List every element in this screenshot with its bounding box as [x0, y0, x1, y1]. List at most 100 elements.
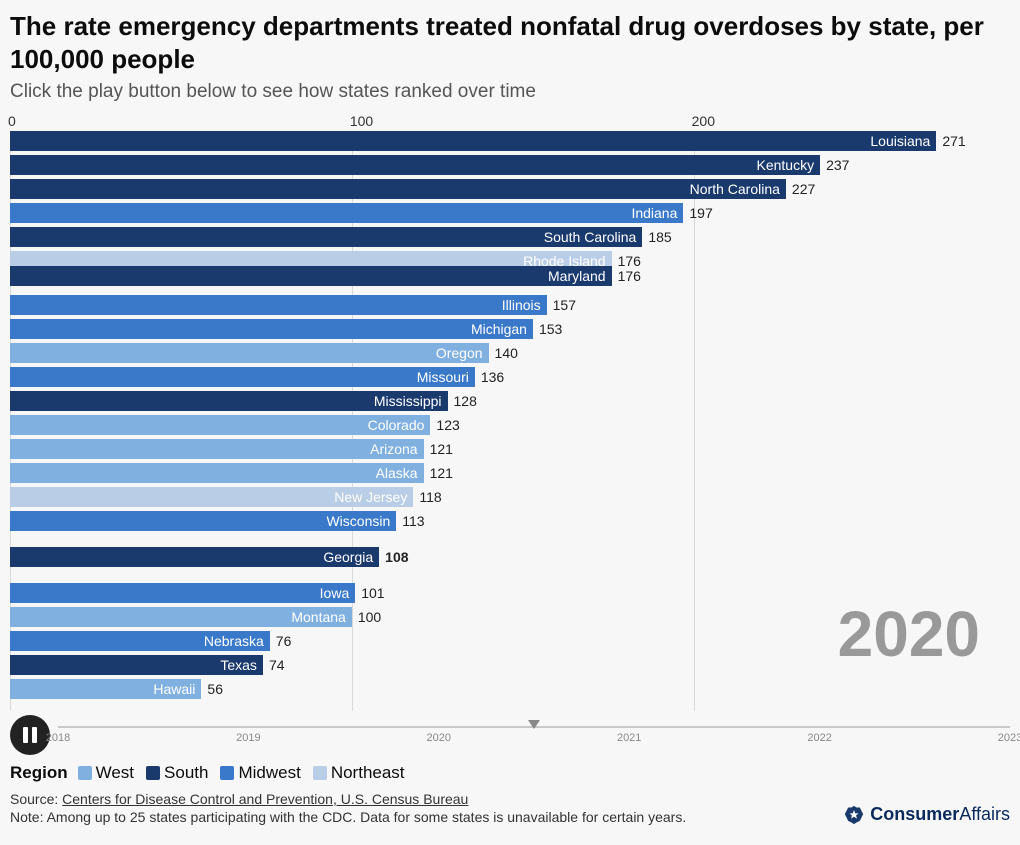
bar-row: Georgia 108 [10, 547, 409, 567]
bar-value-label: 101 [361, 585, 384, 601]
legend-swatch-icon [220, 766, 234, 780]
bar-value-label: 100 [358, 609, 381, 625]
legend-label: Midwest [238, 763, 300, 783]
bar[interactable]: Maryland [10, 266, 612, 286]
bar-row: Oregon 140 [10, 343, 518, 363]
bar-value-label: 157 [553, 297, 576, 313]
bar-row: Maryland 176 [10, 266, 641, 286]
bar-value-label: 56 [207, 681, 223, 697]
timeline-year-label: 2019 [236, 732, 260, 744]
bar[interactable]: Indiana [10, 203, 683, 223]
legend-item[interactable]: South [146, 763, 208, 783]
chart-plot-area: 2020 Louisiana 271 Kentucky 237 North Caroli… [10, 131, 1010, 711]
bar[interactable]: North Carolina [10, 179, 786, 199]
axis-tick: 100 [350, 113, 373, 129]
bar-row: Indiana 197 [10, 203, 713, 223]
legend-swatch-icon [146, 766, 160, 780]
timeline-year-label: 2023 [998, 732, 1020, 744]
bar-row: South Carolina 185 [10, 227, 672, 247]
bar[interactable]: Hawaii [10, 679, 201, 699]
timeline-year-label: 2020 [427, 732, 451, 744]
legend-label: South [164, 763, 208, 783]
bar[interactable]: Wisconsin [10, 511, 396, 531]
pause-icon [23, 727, 37, 743]
chart-title: The rate emergency departments treated n… [10, 10, 1010, 75]
timeline-slider[interactable]: 201820192020202120222023 [58, 720, 1010, 750]
brand-logo: ConsumerAffairs [844, 804, 1010, 825]
bar[interactable]: Iowa [10, 583, 355, 603]
year-watermark: 2020 [838, 597, 980, 671]
bar-row: Colorado 123 [10, 415, 460, 435]
timeline-year-label: 2018 [46, 732, 70, 744]
bar-value-label: 121 [430, 465, 453, 481]
bar-value-label: 140 [495, 345, 518, 361]
bar[interactable]: Kentucky [10, 155, 820, 175]
bar[interactable]: Mississippi [10, 391, 448, 411]
bar[interactable]: Arizona [10, 439, 424, 459]
legend-item[interactable]: Northeast [313, 763, 405, 783]
brand-badge-icon [844, 805, 864, 825]
bar[interactable]: Texas [10, 655, 263, 675]
bar-row: Missouri 136 [10, 367, 504, 387]
chart-subtitle: Click the play button below to see how s… [10, 81, 1010, 103]
timeline-year-label: 2021 [617, 732, 641, 744]
bar[interactable]: Nebraska [10, 631, 270, 651]
timeline-marker-icon[interactable] [528, 720, 540, 729]
bar[interactable]: Montana [10, 607, 352, 627]
bar-value-label: 176 [618, 268, 641, 284]
bar-row: Nebraska 76 [10, 631, 291, 651]
axis-tick: 200 [692, 113, 715, 129]
bar-value-label: 74 [269, 657, 285, 673]
bar[interactable]: Michigan [10, 319, 533, 339]
legend-item[interactable]: Midwest [220, 763, 300, 783]
bar-row: Arizona 121 [10, 439, 453, 459]
bar[interactable]: Louisiana [10, 131, 936, 151]
bar-value-label: 121 [430, 441, 453, 457]
bar-row: New Jersey 118 [10, 487, 442, 507]
bar-row: Kentucky 237 [10, 155, 849, 175]
legend-label: Northeast [331, 763, 405, 783]
bar-value-label: 271 [942, 133, 965, 149]
bar[interactable]: Oregon [10, 343, 489, 363]
bar-value-label: 237 [826, 157, 849, 173]
bar-value-label: 128 [454, 393, 477, 409]
bar-row: Texas 74 [10, 655, 285, 675]
bar-row: Iowa 101 [10, 583, 385, 603]
bar-value-label: 108 [385, 549, 408, 565]
bar-value-label: 136 [481, 369, 504, 385]
bar-row: Wisconsin 113 [10, 511, 425, 531]
timeline-year-label: 2022 [807, 732, 831, 744]
bar-value-label: 227 [792, 181, 815, 197]
bar-row: North Carolina 227 [10, 179, 815, 199]
bar[interactable]: Colorado [10, 415, 430, 435]
bar-value-label: 113 [402, 513, 424, 529]
legend-item[interactable]: West [78, 763, 134, 783]
bar-value-label: 123 [436, 417, 459, 433]
bar-value-label: 153 [539, 321, 562, 337]
bar-row: Hawaii 56 [10, 679, 223, 699]
bar-row: Louisiana 271 [10, 131, 966, 151]
bar-value-label: 185 [648, 229, 671, 245]
bar-row: Mississippi 128 [10, 391, 477, 411]
source-line: Source: Centers for Disease Control and … [10, 791, 686, 807]
bar[interactable]: Georgia [10, 547, 379, 567]
bar[interactable]: South Carolina [10, 227, 642, 247]
legend: Region West South Midwest Northeast [10, 763, 1010, 783]
legend-swatch-icon [313, 766, 327, 780]
bar[interactable]: Missouri [10, 367, 475, 387]
bar[interactable]: New Jersey [10, 487, 413, 507]
bar-row: Illinois 157 [10, 295, 576, 315]
axis-tick: 0 [8, 113, 16, 129]
footnote: Note: Among up to 25 states participatin… [10, 809, 686, 825]
bar-value-label: 118 [419, 489, 441, 505]
bar-row: Montana 100 [10, 607, 381, 627]
legend-title: Region [10, 763, 68, 783]
bar-value-label: 76 [276, 633, 292, 649]
source-link[interactable]: Centers for Disease Control and Preventi… [62, 791, 468, 807]
pause-button[interactable] [10, 715, 50, 755]
bar-value-label: 197 [689, 205, 712, 221]
x-axis: 0 100 200 [10, 113, 1010, 131]
bar[interactable]: Illinois [10, 295, 547, 315]
legend-swatch-icon [78, 766, 92, 780]
bar[interactable]: Alaska [10, 463, 424, 483]
